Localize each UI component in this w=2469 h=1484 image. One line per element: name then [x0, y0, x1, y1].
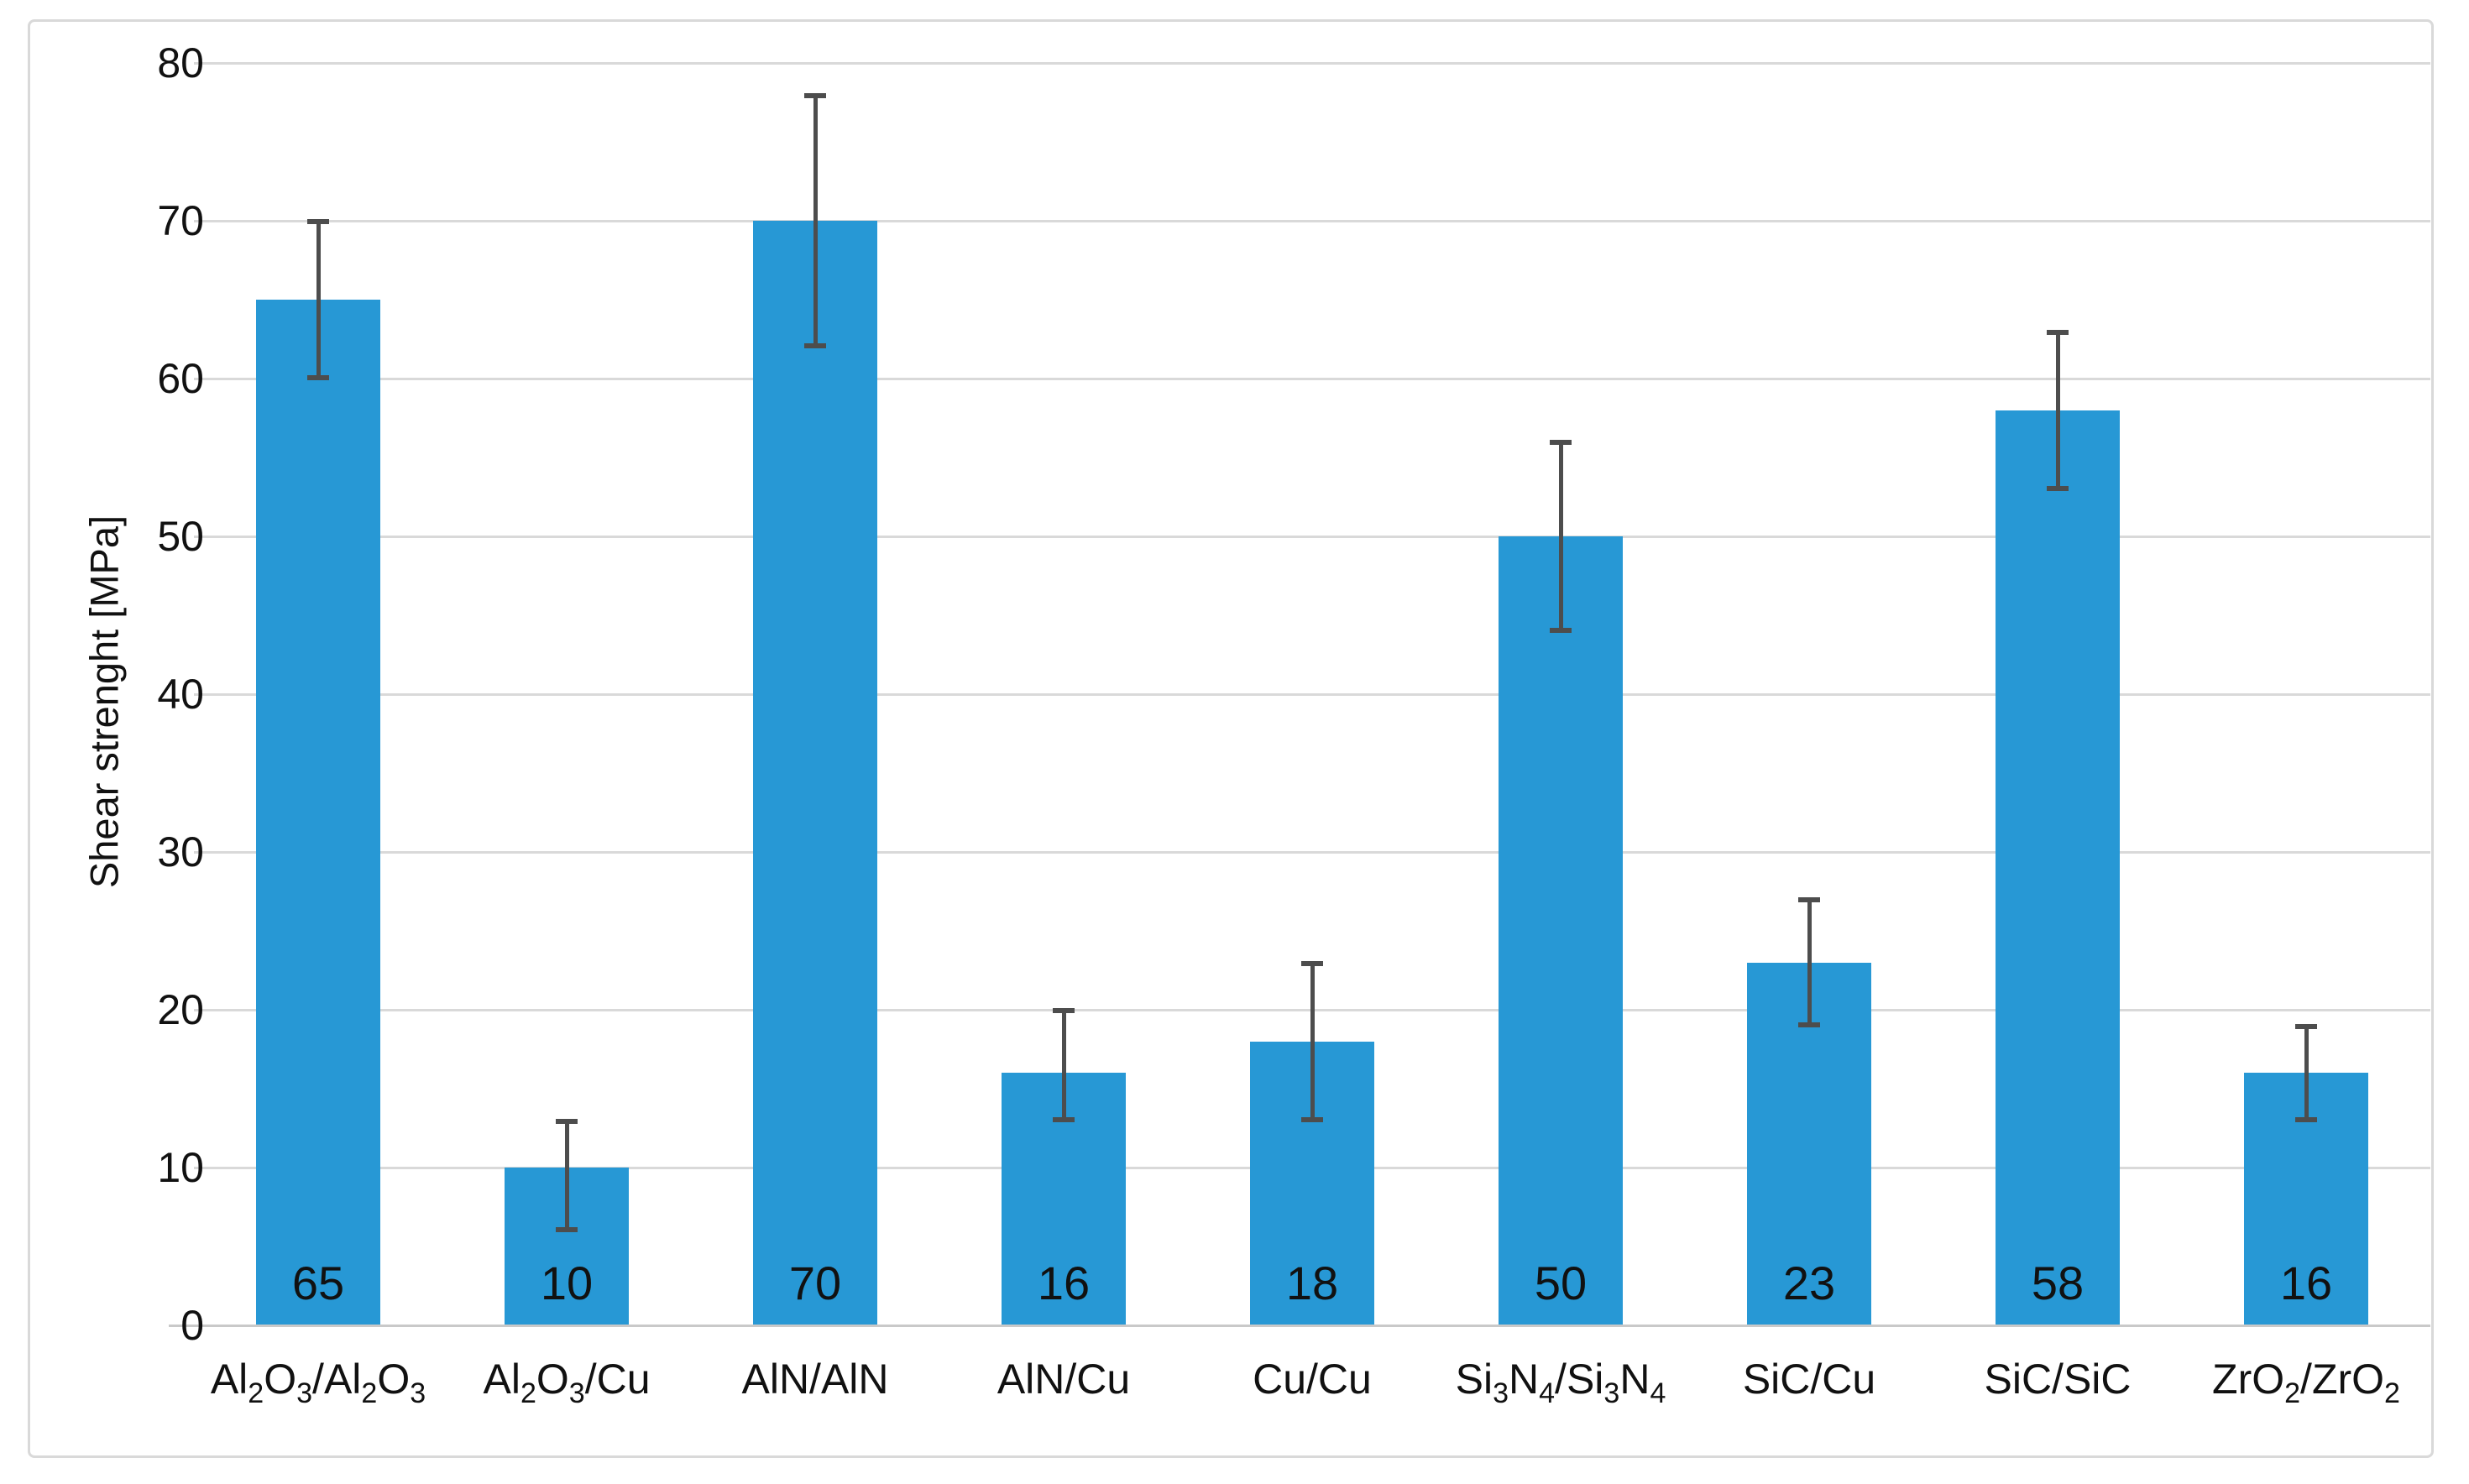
bar-value-label: 16 — [1037, 1257, 1091, 1309]
subscript: 2 — [520, 1377, 536, 1409]
subscript: 2 — [2284, 1377, 2301, 1409]
x-axis-category-label: AlN/Cu — [996, 1356, 1131, 1403]
x-axis-category-label: Al2O3/Cu — [483, 1356, 651, 1409]
bar — [1996, 410, 2120, 1325]
bar-value-label: 70 — [788, 1257, 842, 1309]
y-tick-label: 60 — [157, 355, 204, 402]
error-bar-line — [2055, 331, 2060, 489]
subscript: 2 — [248, 1377, 264, 1409]
y-tick-label: 50 — [157, 513, 204, 560]
gridline — [194, 536, 2430, 538]
error-bar-bottom-cap — [804, 343, 826, 349]
subscript: 4 — [1650, 1377, 1666, 1409]
x-axis-category-label: SiC/SiC — [1984, 1356, 2132, 1403]
bar-value-label: 16 — [2279, 1257, 2333, 1309]
error-bar-line — [1558, 442, 1563, 631]
error-bar-top-cap — [1053, 1008, 1075, 1013]
gridline — [194, 851, 2430, 854]
chart-frame: Shear strenght [MPa] 0 10 20 30 40 50 60 70 80 6… — [28, 19, 2434, 1458]
x-axis-category-label: Si3N4/Si3N4 — [1455, 1356, 1666, 1409]
error-bar-top-cap — [1301, 960, 1323, 966]
bar-value-label: 50 — [1534, 1257, 1588, 1309]
error-bar-line — [316, 221, 321, 379]
error-bar-line — [1061, 1010, 1066, 1121]
error-bar-bottom-cap — [1550, 627, 1572, 633]
x-axis-category-label: AlN/AlN — [741, 1356, 889, 1403]
error-bar-top-cap — [2295, 1023, 2317, 1029]
y-tick-label: 40 — [157, 671, 204, 718]
bar-value-label: 18 — [1285, 1257, 1339, 1309]
y-tick-label: 20 — [157, 986, 204, 1033]
subscript: 3 — [1603, 1377, 1620, 1409]
subscript: 3 — [410, 1377, 426, 1409]
bar-value-label: 65 — [291, 1257, 345, 1309]
error-bar-top-cap — [307, 219, 329, 224]
y-tick-label: 70 — [157, 197, 204, 244]
error-bar-bottom-cap — [307, 375, 329, 380]
error-bar-line — [564, 1120, 569, 1231]
gridline — [194, 693, 2430, 696]
error-bar-line — [813, 94, 818, 347]
x-axis-line — [169, 1325, 2430, 1327]
subscript: 2 — [2384, 1377, 2400, 1409]
subscript: 2 — [361, 1377, 378, 1409]
x-axis-category-label: Al2O3/Al2O3 — [210, 1356, 426, 1409]
gridline — [194, 62, 2430, 65]
error-bar-top-cap — [556, 1118, 578, 1124]
y-tick-label: 10 — [157, 1144, 204, 1191]
error-bar-line — [1807, 899, 1812, 1026]
error-bar-line — [1310, 962, 1315, 1121]
bar — [256, 300, 380, 1325]
error-bar-top-cap — [1550, 440, 1572, 446]
bar — [1499, 536, 1623, 1325]
bar-value-label: 10 — [540, 1257, 594, 1309]
x-axis-category-label: SiC/Cu — [1742, 1356, 1876, 1403]
subscript: 4 — [1539, 1377, 1556, 1409]
error-bar-bottom-cap — [2047, 485, 2069, 491]
gridline — [194, 378, 2430, 380]
subscript: 3 — [1493, 1377, 1509, 1409]
error-bar-bottom-cap — [1301, 1116, 1323, 1122]
bar — [753, 221, 877, 1325]
gridline — [194, 220, 2430, 222]
y-tick-label: 80 — [157, 39, 204, 86]
bar-value-label: 58 — [2031, 1257, 2085, 1309]
subscript: 3 — [568, 1377, 585, 1409]
error-bar-bottom-cap — [1798, 1022, 1820, 1027]
error-bar-line — [2304, 1025, 2309, 1121]
error-bar-bottom-cap — [2295, 1116, 2317, 1122]
y-tick-label: 0 — [180, 1302, 204, 1349]
y-tick-label: 30 — [157, 828, 204, 875]
x-axis-category-label: ZrO2/ZrO2 — [2212, 1356, 2400, 1409]
x-axis-category-label: Cu/Cu — [1253, 1356, 1372, 1403]
subscript: 3 — [296, 1377, 313, 1409]
error-bar-bottom-cap — [1053, 1116, 1075, 1122]
bar-value-label: 23 — [1782, 1257, 1836, 1309]
error-bar-bottom-cap — [556, 1227, 578, 1233]
error-bar-top-cap — [2047, 329, 2069, 335]
error-bar-top-cap — [1798, 897, 1820, 903]
error-bar-top-cap — [804, 92, 826, 98]
